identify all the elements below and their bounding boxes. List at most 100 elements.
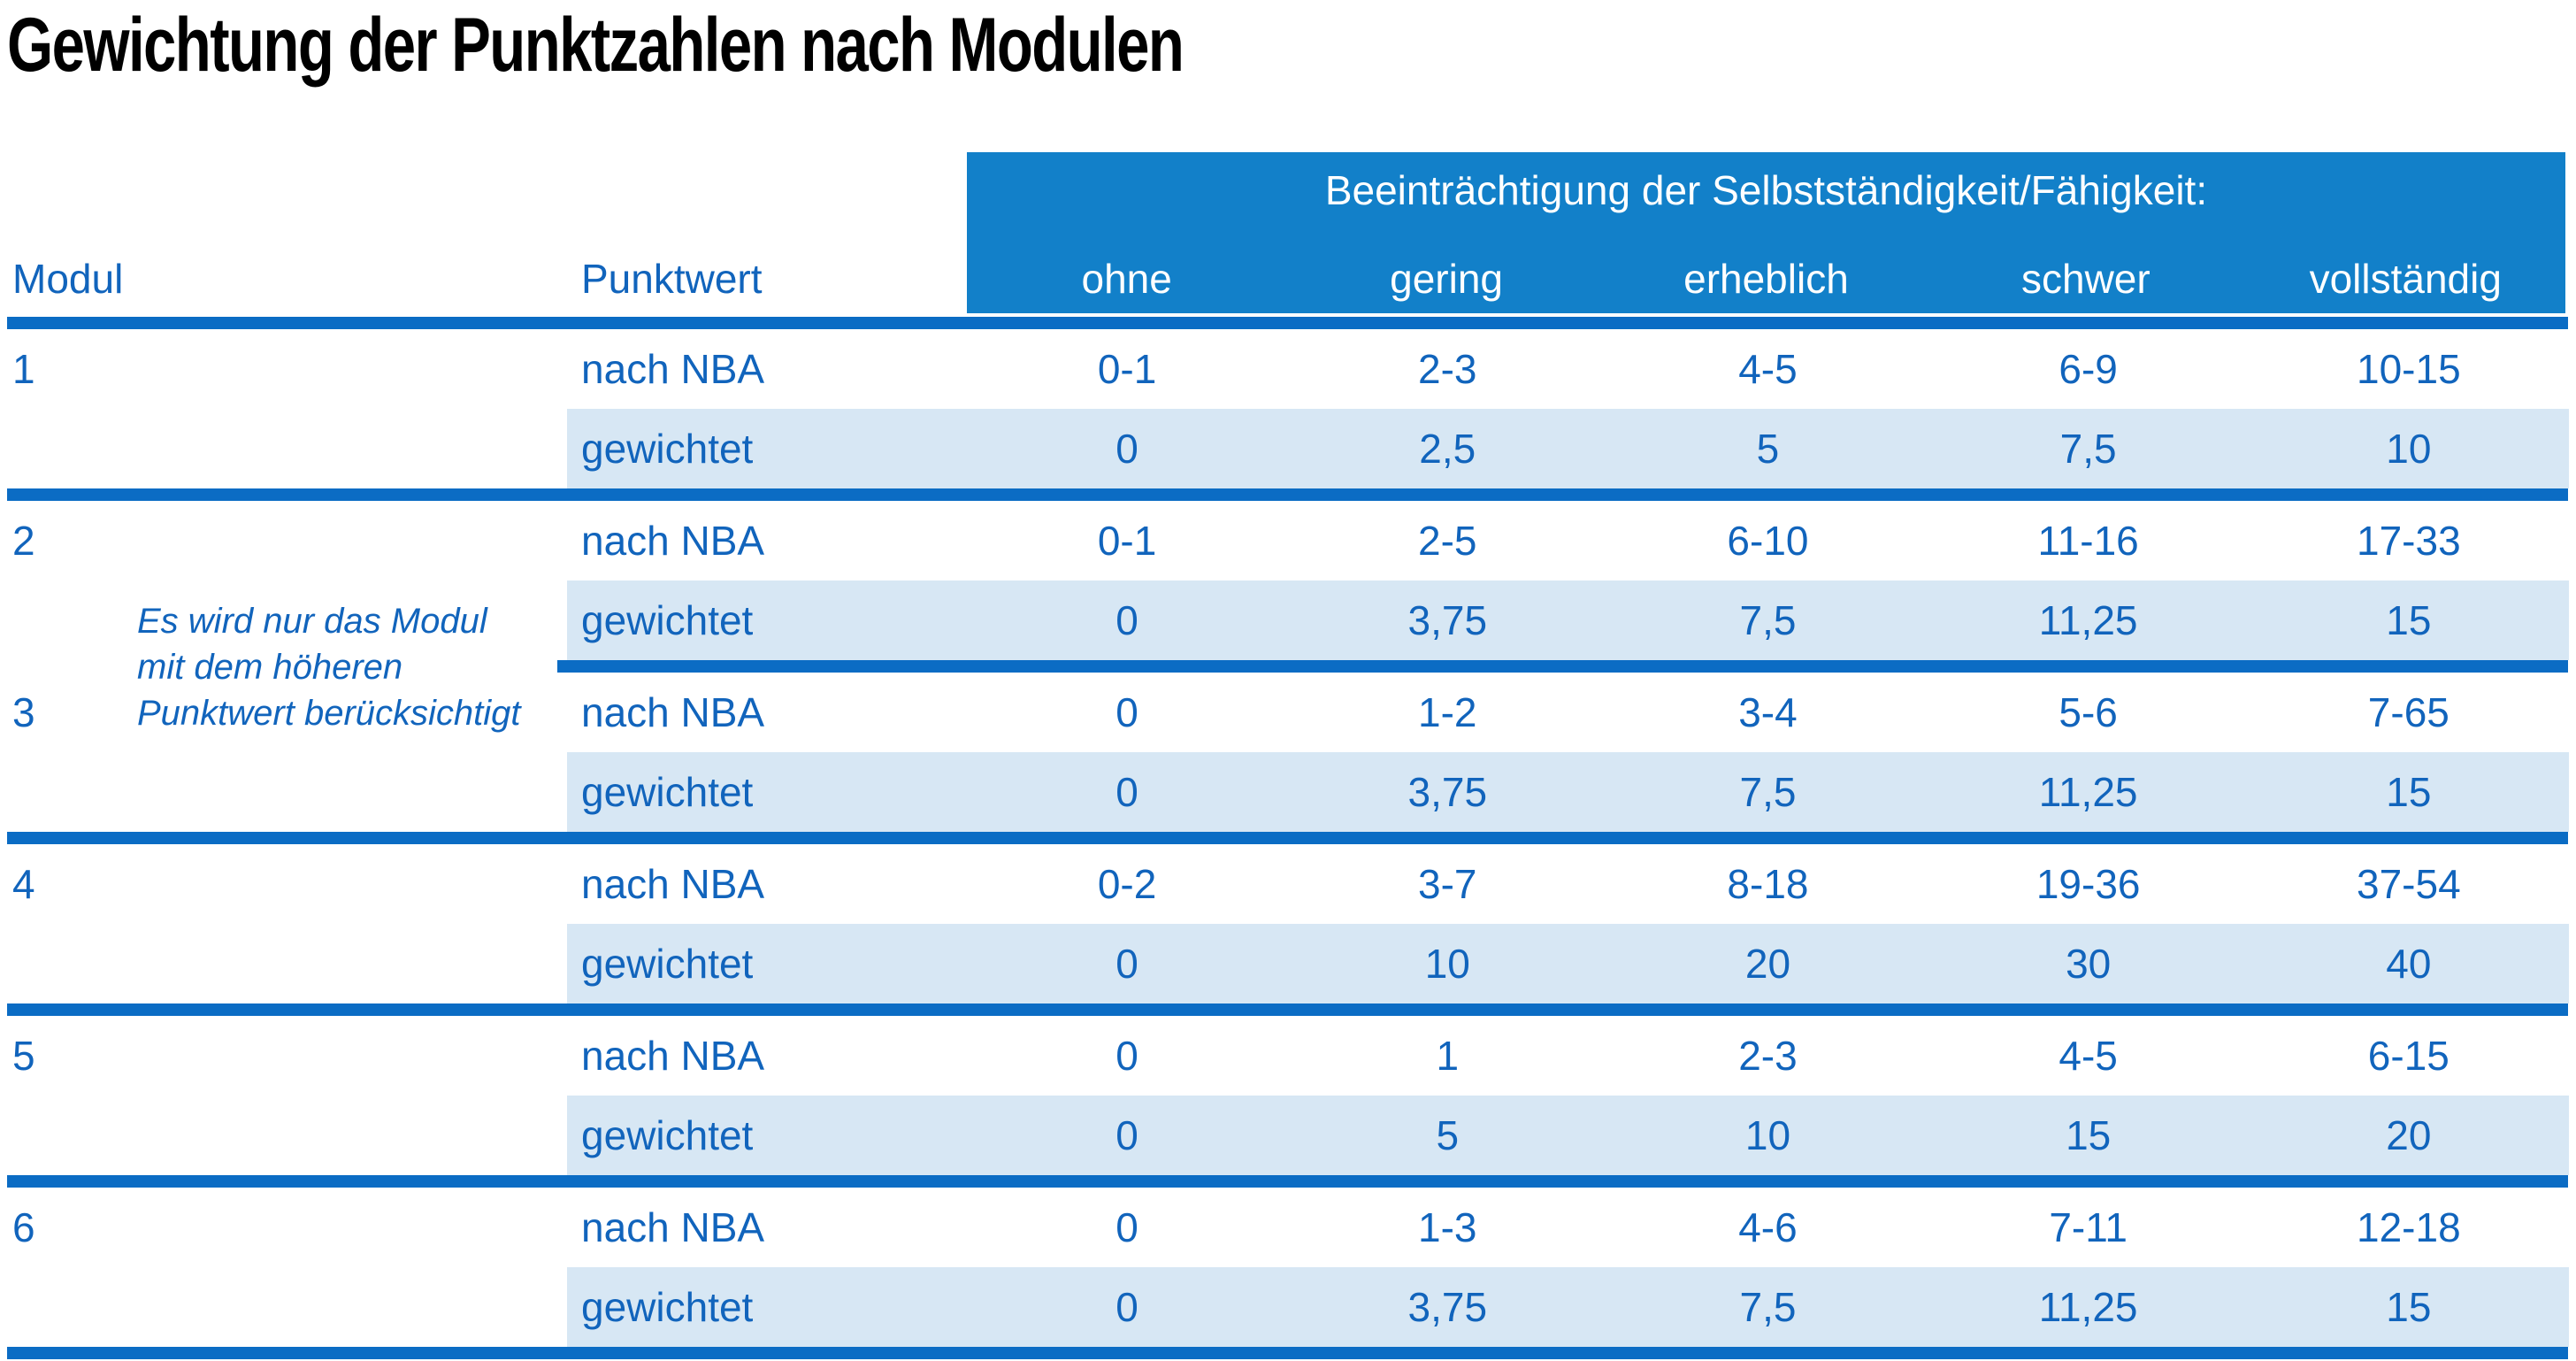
module-note-line: Punktwert berücksichtigt	[137, 694, 521, 733]
impairment-level-header: gering	[1390, 256, 1503, 302]
value-cell: 20	[1607, 924, 1928, 1003]
value-cell: 4-5	[2058, 1033, 2118, 1079]
value-cell: 3-4	[1738, 689, 1798, 735]
module-divider	[7, 1003, 2568, 1016]
row-label-gewichtet: gewichtet	[567, 752, 967, 832]
value-cell: 0	[1116, 1204, 1138, 1250]
value-cell: 7,5	[1607, 1267, 1928, 1347]
value-cell: 0	[967, 1267, 1288, 1347]
value-cell: 0-1	[1097, 518, 1157, 564]
module-divider	[7, 1347, 2568, 1359]
value-cell: 7-11	[2049, 1204, 2128, 1250]
row-label-gewichtet: gewichtet	[567, 1096, 967, 1175]
value-cell: 7,5	[1928, 409, 2249, 488]
value-cell: 15	[2248, 581, 2569, 660]
module-number-spacer	[0, 924, 567, 1003]
module-number-spacer	[0, 409, 567, 488]
module-divider	[557, 660, 2568, 673]
impairment-level-header: ohne	[1081, 256, 1172, 302]
value-cell: 15	[2248, 752, 2569, 832]
value-cell: 40	[2248, 924, 2569, 1003]
value-cell: 19-36	[2036, 861, 2141, 907]
value-cell: 6-9	[2058, 346, 2118, 392]
value-cell: 11,25	[1928, 1267, 2249, 1347]
value-cell: 6-15	[2367, 1033, 2450, 1079]
row-label-nach-nba: nach NBA	[581, 861, 765, 907]
value-cell: 2-5	[1418, 518, 1477, 564]
row-label-nach-nba: nach NBA	[581, 346, 765, 392]
table-row-gewichtet: gewichtet 0 10 20 30 40	[0, 924, 2569, 1003]
header-divider	[7, 317, 2568, 329]
value-cell: 6-10	[1727, 518, 1809, 564]
value-cell: 7-65	[2367, 689, 2450, 735]
module-note-line: mit dem höheren	[137, 648, 403, 687]
table-row-nach-nba: 6 nach NBA 0 1-3 4-6 7-11 12-18	[0, 1188, 2569, 1267]
module-number: 4	[12, 861, 35, 907]
value-cell: 5	[1607, 409, 1928, 488]
value-cell: 10-15	[2357, 346, 2461, 392]
value-cell: 4-6	[1738, 1204, 1798, 1250]
value-cell: 0	[967, 752, 1288, 832]
module-note: Es wird nur das Modul mit dem höheren Punk…	[137, 598, 521, 736]
value-cell: 10	[1287, 924, 1608, 1003]
value-cell: 15	[1928, 1096, 2249, 1175]
impairment-header-block: Beeinträchtigung der Selbstständigkeit/F…	[967, 152, 2565, 313]
impairment-level-headers: ohne gering erheblich schwer vollständig	[967, 255, 2565, 303]
value-cell: 4-5	[1738, 346, 1798, 392]
row-label-nach-nba: nach NBA	[581, 689, 765, 735]
row-label-gewichtet: gewichtet	[567, 1267, 967, 1347]
value-cell: 7,5	[1607, 752, 1928, 832]
table-row-gewichtet: gewichtet 0 5 10 15 20	[0, 1096, 2569, 1175]
value-cell: 30	[1928, 924, 2249, 1003]
value-cell: 0-1	[1097, 346, 1157, 392]
impairment-level-header: vollständig	[2309, 256, 2502, 302]
value-cell: 3-7	[1418, 861, 1477, 907]
table-row-gewichtet: gewichtet 0 3,75 7,5 11,25 15	[0, 1267, 2569, 1347]
value-cell: 3,75	[1287, 752, 1608, 832]
impairment-header-title: Beeinträchtigung der Selbstständigkeit/F…	[1324, 167, 2208, 213]
column-header-modul: Modul	[12, 256, 124, 303]
value-cell: 5	[1287, 1096, 1608, 1175]
value-cell: 1	[1436, 1033, 1460, 1079]
impairment-level-header: erheblich	[1683, 256, 1849, 302]
value-cell: 7,5	[1607, 581, 1928, 660]
value-cell: 3,75	[1287, 1267, 1608, 1347]
module-divider	[7, 832, 2568, 844]
table-body: 1 nach NBA 0-1 2-3 4-5 6-9 10-15 gewichtet 0…	[0, 329, 2569, 1359]
value-cell: 5-6	[2058, 689, 2118, 735]
value-cell: 11,25	[1928, 752, 2249, 832]
value-cell: 0	[967, 924, 1288, 1003]
table-row-nach-nba: 2 nach NBA 0-1 2-5 6-10 11-16 17-33	[0, 501, 2569, 581]
value-cell: 2,5	[1287, 409, 1608, 488]
table-row-gewichtet: gewichtet 0 3,75 7,5 11,25 15	[0, 752, 2569, 832]
value-cell: 20	[2248, 1096, 2569, 1175]
module-number: 2	[12, 518, 35, 564]
value-cell: 12-18	[2357, 1204, 2461, 1250]
module-number-spacer	[0, 1096, 567, 1175]
value-cell: 0-2	[1097, 861, 1157, 907]
value-cell: 2-3	[1418, 346, 1477, 392]
value-cell: 0	[967, 409, 1288, 488]
row-label-nach-nba: nach NBA	[581, 1033, 765, 1079]
value-cell: 2-3	[1738, 1033, 1798, 1079]
value-cell: 15	[2248, 1267, 2569, 1347]
module-number-spacer	[0, 1267, 567, 1347]
value-cell: 8-18	[1727, 861, 1809, 907]
module-note-line: Es wird nur das Modul	[137, 602, 487, 641]
value-cell: 11,25	[1928, 581, 2249, 660]
module-number: 3	[12, 689, 35, 735]
value-cell: 11-16	[2037, 518, 2139, 564]
value-cell: 0	[1116, 689, 1138, 735]
row-label-nach-nba: nach NBA	[581, 518, 765, 564]
value-cell: 0	[967, 581, 1288, 660]
value-cell: 37-54	[2357, 861, 2461, 907]
value-cell: 10	[2248, 409, 2569, 488]
module-divider	[7, 1175, 2568, 1188]
module-number: 1	[12, 346, 35, 392]
row-label-gewichtet: gewichtet	[567, 924, 967, 1003]
value-cell: 10	[1607, 1096, 1928, 1175]
value-cell: 1-3	[1418, 1204, 1477, 1250]
module-number: 5	[12, 1033, 35, 1079]
value-cell: 0	[967, 1096, 1288, 1175]
